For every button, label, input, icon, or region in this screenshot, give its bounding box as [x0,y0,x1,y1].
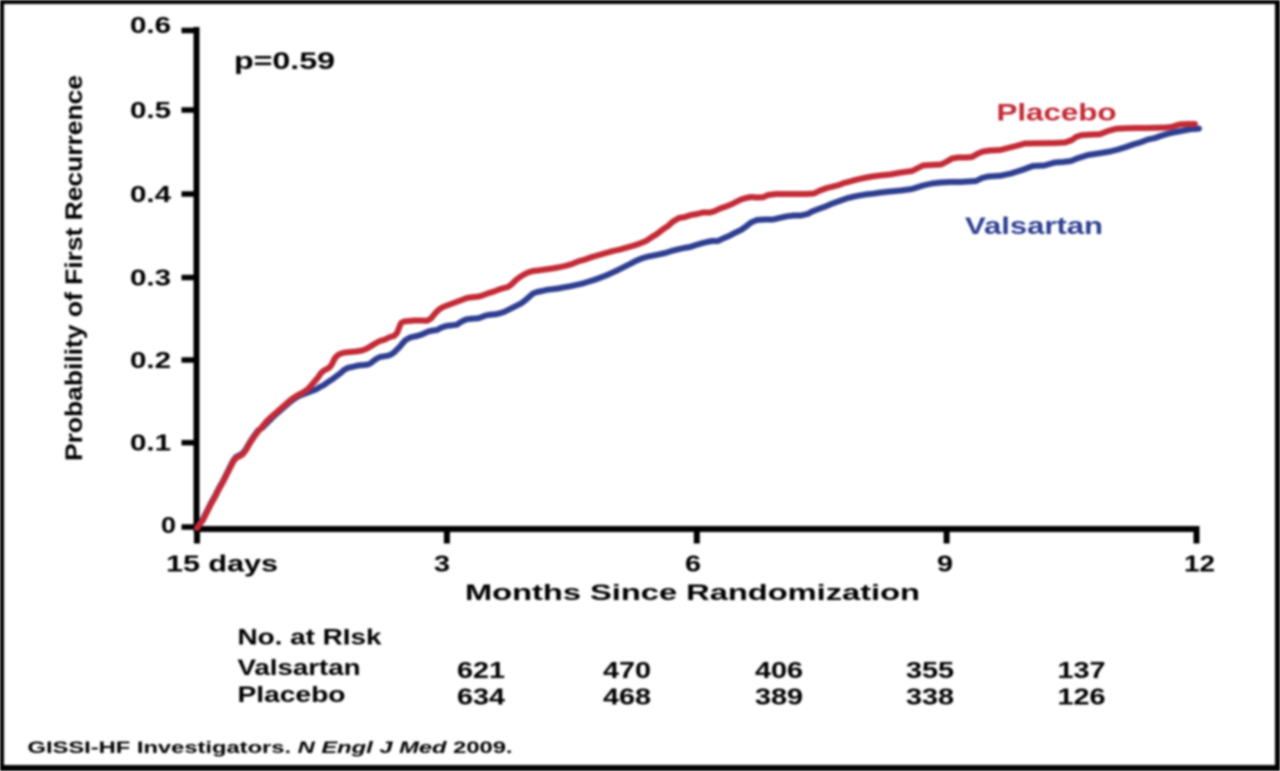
svg-text:Valsartan: Valsartan [965,213,1103,240]
svg-text:GISSI-HF Investigators. N Engl: GISSI-HF Investigators. N Engl J Med 200… [28,739,513,757]
svg-text:126: 126 [1058,684,1106,710]
svg-text:Placebo: Placebo [238,682,346,707]
svg-text:0.3: 0.3 [130,265,171,291]
svg-text:470: 470 [603,657,651,683]
svg-text:12: 12 [1184,551,1215,577]
svg-text:389: 389 [755,684,803,710]
svg-text:9: 9 [937,551,953,577]
svg-text:0.2: 0.2 [130,347,171,373]
svg-text:15 days: 15 days [166,551,278,577]
svg-text:Months Since Randomization: Months Since Randomization [465,580,920,605]
svg-text:Probability of First Recurrenc: Probability of First Recurrence [61,75,88,461]
svg-text:355: 355 [906,657,954,683]
svg-text:p=0.59: p=0.59 [234,48,335,75]
svg-text:3: 3 [434,551,450,577]
svg-text:Placebo: Placebo [997,100,1117,127]
svg-text:634: 634 [457,684,505,710]
svg-text:0.1: 0.1 [130,430,171,456]
svg-text:0.5: 0.5 [130,97,171,123]
svg-text:0.6: 0.6 [130,12,171,38]
svg-text:406: 406 [755,657,803,683]
svg-text:No. at RIsk: No. at RIsk [238,625,383,650]
svg-text:468: 468 [603,684,651,710]
svg-text:0.4: 0.4 [130,181,171,207]
svg-text:137: 137 [1058,657,1106,683]
svg-text:338: 338 [906,684,954,710]
svg-text:0: 0 [161,512,176,538]
svg-text:6: 6 [685,551,701,577]
svg-text:Valsartan: Valsartan [238,655,361,680]
svg-text:621: 621 [457,657,505,683]
